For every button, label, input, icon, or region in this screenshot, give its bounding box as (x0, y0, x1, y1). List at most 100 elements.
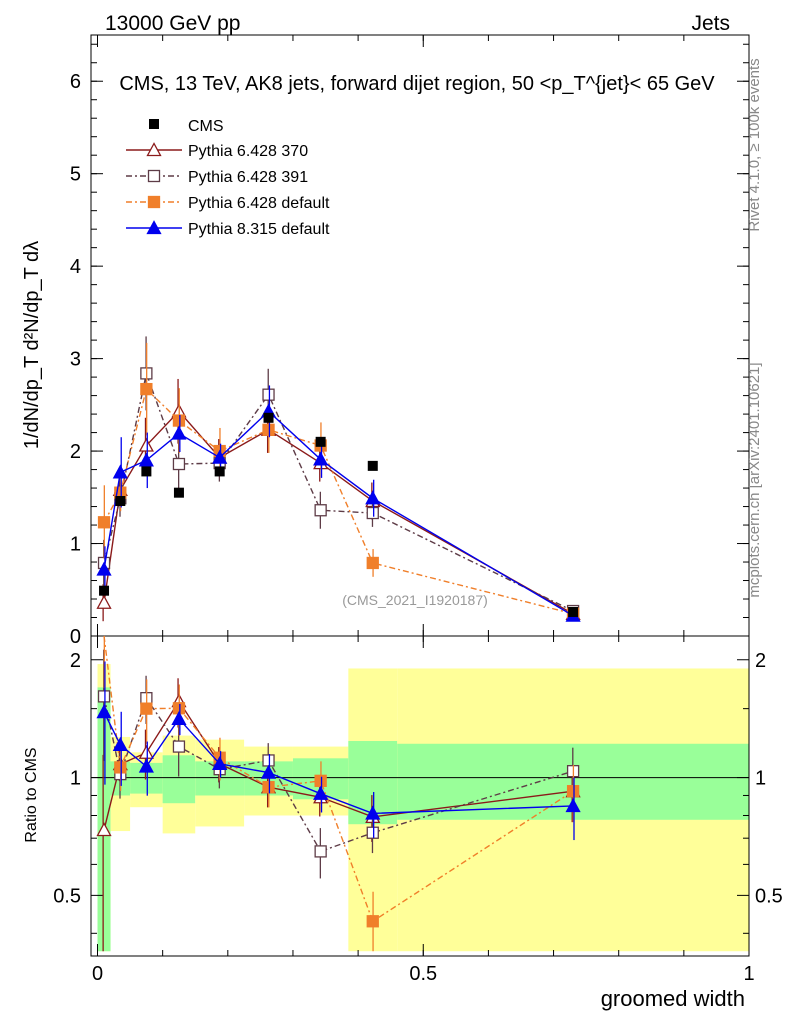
ratio-point (262, 781, 275, 794)
uncertainty-bands (97, 664, 749, 952)
cms-data-point (367, 460, 378, 471)
ratio-point (114, 761, 127, 774)
data-point (313, 451, 329, 466)
ratio-point (365, 805, 381, 820)
ratio-point (314, 774, 327, 787)
ratio-y-tick-label: 2 (70, 650, 81, 672)
data-point (112, 464, 128, 479)
cms-data-point (115, 496, 126, 507)
legend-label: Pythia 8.315 default (188, 221, 330, 238)
header-left: 13000 GeV pp (105, 12, 240, 35)
cms-data-point (263, 412, 274, 423)
legend-label: CMS (188, 118, 224, 135)
data-point (138, 452, 154, 467)
mcplots-label: mcplots.cern.ch [arXiv:2401.10621] (746, 362, 763, 597)
ratio-point (366, 915, 379, 928)
analysis-tag: (CMS_2021_I1920187) (342, 592, 488, 608)
legend-label: Pythia 6.428 391 (188, 169, 308, 186)
ratio-point (566, 785, 580, 798)
ratio-point (138, 758, 154, 773)
series-pythia-8-315-default (96, 385, 581, 841)
ratio-point (112, 736, 128, 751)
ratio-point (138, 744, 154, 759)
series-line (103, 387, 574, 615)
x-tick-label: 1 (743, 963, 754, 985)
cms-data-point (99, 585, 110, 596)
data-point (314, 504, 327, 517)
legend-marker (147, 169, 161, 183)
y-tick-label: 3 (70, 349, 81, 371)
ratio-point (96, 822, 112, 837)
ratio-y-tick-label: 0.5 (53, 885, 81, 907)
legend-entry-cms: CMS (149, 118, 224, 135)
ratio-point (313, 785, 329, 800)
rivet-label: Rivet 4.1.0, ≥ 100k events (746, 58, 763, 231)
ratio-point (260, 764, 277, 779)
ratio-y-tick-label: 1 (755, 768, 766, 790)
ratio-band-inner (97, 687, 111, 952)
legend-entry: Pythia 8.315 default (126, 220, 330, 238)
y-tick-label: 5 (70, 164, 81, 186)
cms-data-point (315, 436, 326, 447)
ratio-y-tick-label: 0.5 (755, 885, 783, 907)
legend-entry: Pythia 6.428 370 (126, 142, 308, 160)
cms-data-point (568, 606, 579, 617)
legend-entry: Pythia 6.428 default (126, 195, 330, 212)
header-right: Jets (691, 12, 730, 35)
cms-data-point (141, 466, 152, 477)
data-point (262, 423, 275, 436)
ratio-point (366, 826, 379, 839)
ratio-point (172, 740, 186, 753)
ratio-point (96, 704, 112, 719)
ratio-frame (90, 635, 750, 957)
y-axis-label: 1/dN/dp_T d²N/dp_T dλ (21, 241, 43, 449)
x-tick-label: 0.5 (409, 963, 437, 985)
legend-label: Pythia 6.428 default (188, 195, 330, 212)
x-tick-label: 0 (92, 963, 103, 985)
series-layer (96, 336, 581, 952)
data-point (96, 594, 112, 609)
data-point (366, 556, 379, 570)
legend-marker (146, 142, 162, 157)
ratio-point (97, 690, 111, 703)
data-point (96, 561, 112, 576)
series-line (103, 410, 574, 615)
data-point (262, 388, 275, 401)
legend: CMS Pythia 6.428 370 Pythia 6.428 391 Pythi… (126, 118, 330, 238)
ratio-point (565, 798, 581, 813)
data-point (172, 414, 186, 427)
ratio-point (212, 755, 228, 770)
legend-entry: Pythia 6.428 391 (126, 169, 308, 186)
series-cms (99, 412, 579, 617)
y-tick-label: 0 (70, 626, 81, 648)
ratio-point (262, 754, 275, 767)
ratio-point (140, 702, 153, 715)
y-tick-label: 1 (70, 534, 81, 556)
ratio-point (171, 710, 187, 725)
data-point (365, 490, 381, 505)
data-point (212, 449, 228, 464)
axes: 0 0.5 1 0 1 2 3 4 5 6 0.5 0.5 1 1 2 2 (53, 35, 783, 985)
ratio-y-tick-label: 1 (70, 768, 81, 790)
ratio-y-axis-label: Ratio to CMS (23, 747, 40, 842)
y-tick-label: 2 (70, 441, 81, 463)
data-point (366, 506, 379, 520)
legend-label: Pythia 6.428 370 (188, 143, 308, 160)
data-point (171, 425, 187, 440)
y-tick-label: 4 (70, 256, 81, 278)
legend-marker (149, 119, 159, 129)
legend-marker (147, 195, 161, 209)
legend-marker (146, 220, 162, 235)
cms-data-point (173, 487, 184, 498)
data-point (138, 437, 154, 452)
cms-data-point (214, 466, 225, 477)
data-point (172, 457, 186, 471)
ratio-point (314, 845, 327, 858)
data-point (97, 516, 111, 529)
y-tick-label: 6 (70, 71, 81, 93)
x-axis-label: groomed width (601, 986, 745, 1011)
series-line (103, 410, 574, 617)
data-point (140, 382, 153, 396)
plot-frames (90, 34, 750, 957)
